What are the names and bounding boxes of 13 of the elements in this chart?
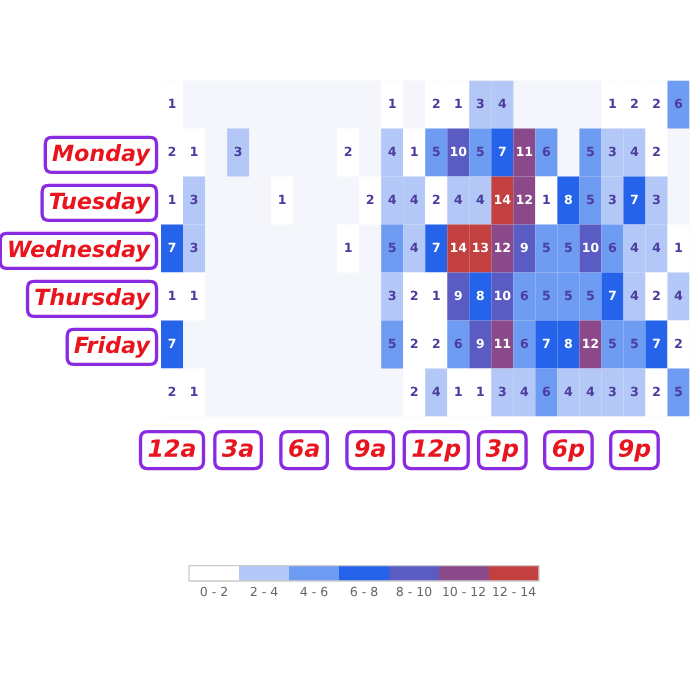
x-tick-label: 12a — [148, 439, 195, 457]
x-tick-label: 6p — [552, 439, 585, 462]
x-tick-label: 6a — [289, 439, 319, 458]
x-tick-label: 12p — [412, 439, 461, 462]
x-tick-label: 3a — [221, 439, 253, 457]
x-tick-label: 3p — [485, 439, 519, 462]
x-tick-label: 9p — [618, 439, 651, 462]
y-tick-label: Thursday — [35, 288, 151, 310]
x-tick-label: 9a — [354, 439, 385, 458]
y-tick-label: Friday — [74, 336, 151, 358]
y-tick-label: Monday — [52, 144, 151, 166]
y-tick-label: Tuesday — [49, 192, 151, 214]
y-tick-label: Wednesday — [9, 240, 151, 262]
